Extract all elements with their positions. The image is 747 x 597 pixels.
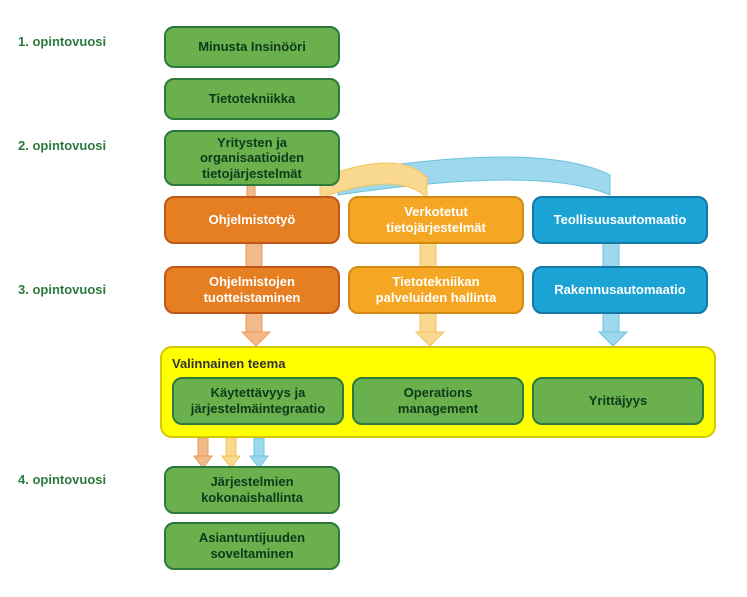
arrow-amber-2 <box>416 310 444 346</box>
arrow-small-orange <box>194 438 212 468</box>
box-teollisuusautomaatio: Teollisuusautomaatio <box>532 196 708 244</box>
ribbon-blue <box>338 155 610 195</box>
arrow-orange-2 <box>242 310 270 346</box>
box-kaytettavyys: Käytettävyys ja järjestelmäintegraatio <box>172 377 344 425</box>
box-operations: Operations management <box>352 377 524 425</box>
arrow-small-blue <box>250 438 268 468</box>
box-jarjestelmien: Järjestelmien kokonaishallinta <box>164 466 340 514</box>
valinnainen-title: Valinnainen teema <box>172 356 704 371</box>
arrow-blue-2 <box>599 310 627 346</box>
box-tietotekniikka: Tietotekniikka <box>164 78 340 120</box>
box-tietotekniikan: Tietotekniikan palveluiden hallinta <box>348 266 524 314</box>
box-ohjelmistotyo: Ohjelmistotyö <box>164 196 340 244</box>
box-rakennusautomaatio: Rakennusautomaatio <box>532 266 708 314</box>
box-yritysten: Yritysten ja organisaatioiden tietojärje… <box>164 130 340 186</box>
box-yrittajyys: Yrittäjyys <box>532 377 704 425</box>
arrow-small-amber <box>222 438 240 468</box>
year-3-label: 3. opintovuosi <box>18 282 106 297</box>
year-2-label: 2. opintovuosi <box>18 138 106 153</box>
year-4-label: 4. opintovuosi <box>18 472 106 487</box>
box-ohjelmistojen: Ohjelmistojen tuotteistaminen <box>164 266 340 314</box>
year-1-label: 1. opintovuosi <box>18 34 106 49</box>
box-minusta-insinoori: Minusta Insinööri <box>164 26 340 68</box>
box-verkotetut: Verkotetut tietojärjestelmät <box>348 196 524 244</box>
valinnainen-teema-container: Valinnainen teema Käytettävyys ja järjes… <box>160 346 716 438</box>
box-asiantuntijuuden: Asiantuntijuuden soveltaminen <box>164 522 340 570</box>
